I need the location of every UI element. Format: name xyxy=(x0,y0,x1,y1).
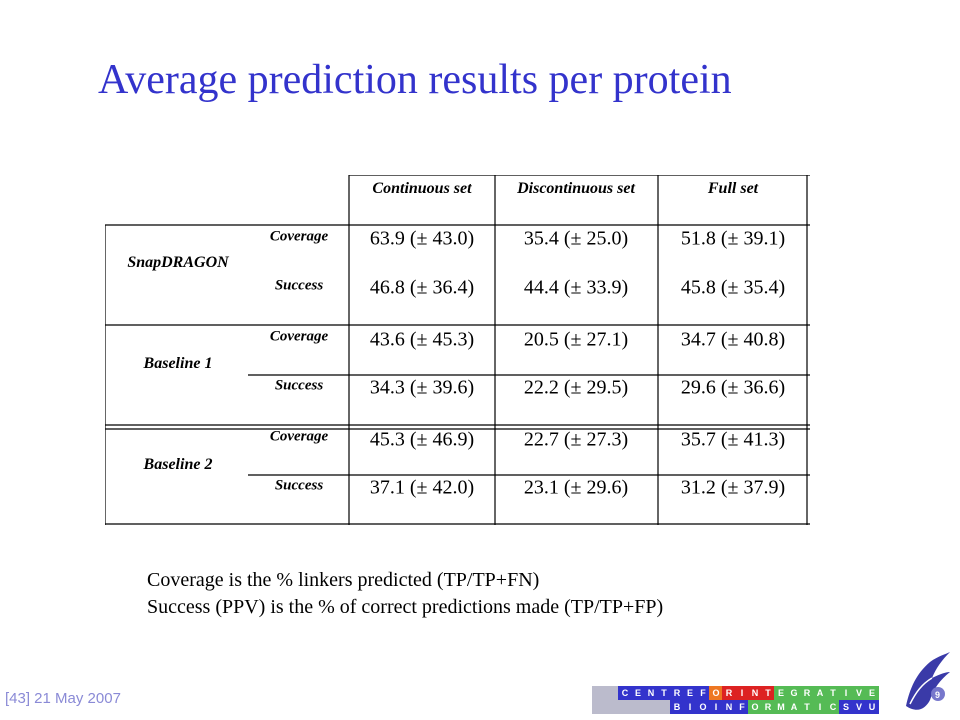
logo-blank-tile xyxy=(618,700,632,714)
table-cell: 45.3 (± 46.9) xyxy=(369,428,475,451)
logo-letter-tile: T xyxy=(800,700,814,714)
logo-letter-tile: I xyxy=(683,700,697,714)
table-cell: 44.4 (± 33.9) xyxy=(523,276,629,299)
table-cell: 29.6 (± 36.6) xyxy=(680,376,786,399)
table-cell: 35.7 (± 41.3) xyxy=(680,428,786,451)
table-cell: 46.8 (± 36.4) xyxy=(369,276,475,299)
logo-letter-tile: V xyxy=(852,686,866,700)
metric-label: Success xyxy=(274,377,324,394)
logo-letter-tile: B xyxy=(670,700,684,714)
logo-blank-tile xyxy=(605,686,619,700)
logo-letter-tile: A xyxy=(787,700,801,714)
logo-letter-tile: T xyxy=(761,686,775,700)
slide-title: Average prediction results per protein xyxy=(98,57,732,103)
column-header-continuous: Continuous set xyxy=(372,180,472,197)
logo-letter-tile: I xyxy=(813,700,827,714)
logo-letter-tile: R xyxy=(670,686,684,700)
row-label-snapdragon: SnapDRAGON xyxy=(127,254,229,271)
logo-letter-tile: N xyxy=(722,700,736,714)
svg-text:9: 9 xyxy=(935,690,940,700)
metric-label: Coverage xyxy=(269,228,329,245)
logo-letter-tile: I xyxy=(839,686,853,700)
logo-letter-tile: T xyxy=(826,686,840,700)
logo-letter-tile: S xyxy=(839,700,853,714)
row-label-baseline-1: Baseline 1 xyxy=(143,355,213,372)
table-cell: 23.1 (± 29.6) xyxy=(523,476,629,499)
row-label-baseline-2: Baseline 2 xyxy=(143,456,213,473)
logo-blank-tile xyxy=(605,700,619,714)
table-cell: 34.7 (± 40.8) xyxy=(680,328,786,351)
logo-letter-tile: G xyxy=(787,686,801,700)
logo-blank-tile xyxy=(592,700,606,714)
logo-letter-tile: V xyxy=(852,700,866,714)
table-cell: 37.1 (± 42.0) xyxy=(369,476,475,499)
table-cell: 45.8 (± 35.4) xyxy=(680,276,786,299)
column-header-full: Full set xyxy=(707,180,759,197)
logo-letter-tile: I xyxy=(735,686,749,700)
logo-letter-tile: F xyxy=(735,700,749,714)
logo-letter-tile: U xyxy=(865,700,879,714)
table-cell: 22.7 (± 27.3) xyxy=(523,428,629,451)
logo-letter-tile: O xyxy=(696,700,710,714)
logo-letter-tile: M xyxy=(774,700,788,714)
table-cell: 51.8 (± 39.1) xyxy=(680,227,786,250)
logo-letter-tile: C xyxy=(618,686,632,700)
table-cell: 22.2 (± 29.5) xyxy=(523,376,629,399)
metric-label: Coverage xyxy=(269,328,329,345)
table-grid xyxy=(105,175,810,525)
table-cell: 31.2 (± 37.9) xyxy=(680,476,786,499)
logo-letter-tile: E xyxy=(683,686,697,700)
logo-letter-tile: T xyxy=(657,686,671,700)
slide-footer: [43] 21 May 2007 xyxy=(5,690,121,707)
logo-letter-tile: I xyxy=(709,700,723,714)
logo-letter-tile: O xyxy=(709,686,723,700)
logo-letter-tile: R xyxy=(800,686,814,700)
notes: Coverage is the % linkers predicted (TP/… xyxy=(147,567,663,621)
logo-letter-tile: E xyxy=(774,686,788,700)
logo-letter-tile: E xyxy=(631,686,645,700)
logo-letter-tile: R xyxy=(722,686,736,700)
table-cell: 20.5 (± 27.1) xyxy=(523,328,629,351)
note-success: Success (PPV) is the % of correct predic… xyxy=(147,596,664,618)
table-cell: 34.3 (± 39.6) xyxy=(369,376,475,399)
logo-letter-tile: A xyxy=(813,686,827,700)
column-header-discontinuous: Discontinuous set xyxy=(517,180,635,197)
logo-blank-tile xyxy=(631,700,645,714)
logo-blank-tile xyxy=(592,686,606,700)
metric-label: Success xyxy=(274,277,324,294)
metric-label: Coverage xyxy=(269,428,329,445)
note-coverage: Coverage is the % linkers predicted (TP/… xyxy=(147,569,540,591)
university-crest-icon: 9 xyxy=(906,652,950,710)
table-cell: 63.9 (± 43.0) xyxy=(369,227,475,250)
logo-letter-tile: E xyxy=(865,686,879,700)
results-table: Continuous set Discontinuous set Full se… xyxy=(105,175,810,525)
logo-letter-tile: R xyxy=(761,700,775,714)
logo-letter-tile: F xyxy=(696,686,710,700)
logo-blank-tile xyxy=(657,700,671,714)
table-cell: 35.4 (± 25.0) xyxy=(523,227,629,250)
logo-letter-tile: C xyxy=(826,700,840,714)
logo-blank-tile xyxy=(644,700,658,714)
logo-letter-tile: O xyxy=(748,700,762,714)
logo-letter-tile: N xyxy=(644,686,658,700)
metric-label: Success xyxy=(274,477,324,494)
logo-letter-tile: N xyxy=(748,686,762,700)
table-cell: 43.6 (± 45.3) xyxy=(369,328,475,351)
